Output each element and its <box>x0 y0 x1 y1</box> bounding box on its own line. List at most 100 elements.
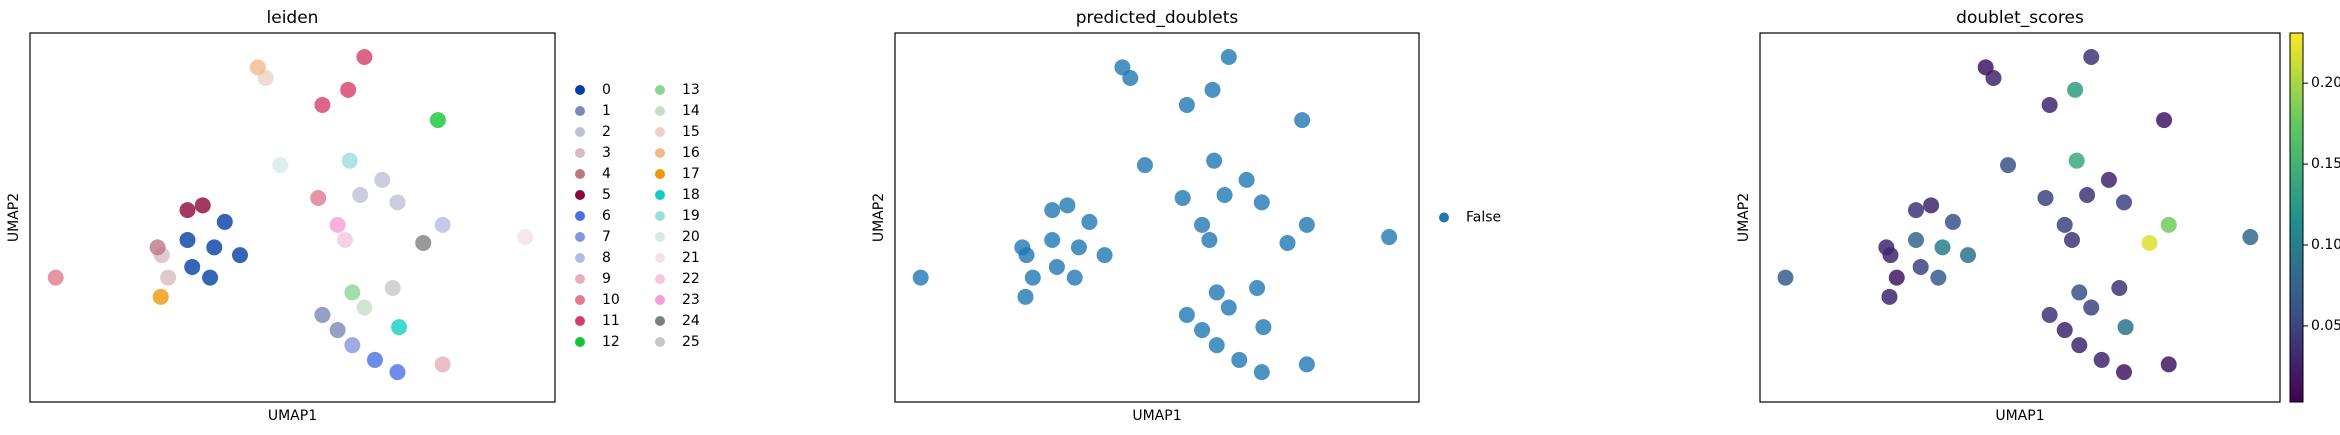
legend-label: 18 <box>682 187 700 203</box>
point <box>1294 112 1311 129</box>
point <box>47 269 64 286</box>
point <box>1298 356 1315 373</box>
colorbar-tick-label: 0.20 <box>2311 75 2340 91</box>
point <box>272 157 289 174</box>
colorbar <box>2289 32 2304 403</box>
point <box>249 59 266 76</box>
point <box>1881 288 1898 305</box>
point <box>337 232 353 249</box>
point <box>374 171 391 188</box>
axes-frame <box>29 32 556 403</box>
point <box>1048 258 1065 275</box>
point <box>1096 247 1113 264</box>
legend-label: 17 <box>682 166 700 182</box>
point <box>340 81 357 98</box>
legend-label: 13 <box>682 82 700 98</box>
point <box>2160 216 2177 233</box>
point <box>1178 306 1195 323</box>
point <box>2071 284 2088 301</box>
legend-marker <box>575 169 585 179</box>
legend-marker <box>655 232 665 242</box>
point <box>310 189 327 206</box>
legend-marker <box>575 274 585 284</box>
point <box>344 337 361 354</box>
point <box>314 306 331 323</box>
point <box>341 152 358 169</box>
point <box>356 48 373 65</box>
point <box>1136 157 1153 174</box>
point <box>2056 322 2073 339</box>
point <box>1206 152 1223 169</box>
point <box>1174 189 1191 206</box>
colorbar-tick-label: 0.15 <box>2311 156 2340 172</box>
point <box>391 319 408 336</box>
axes-frame <box>894 32 1420 403</box>
point <box>1208 284 1225 301</box>
legend-label: False <box>1466 210 1501 226</box>
point <box>366 351 383 368</box>
legend-label: 7 <box>602 229 611 245</box>
legend-label: 2 <box>602 124 611 140</box>
legend-label: 25 <box>682 334 700 350</box>
legend-marker <box>655 190 665 200</box>
legend-label: 16 <box>682 145 700 161</box>
panel-title: predicted_doublets <box>1076 8 1239 28</box>
legend-marker <box>655 295 665 305</box>
legend-marker <box>655 337 665 347</box>
point <box>1908 202 1924 219</box>
point <box>329 216 346 233</box>
point <box>329 322 346 339</box>
legend-marker <box>655 85 665 95</box>
point <box>1059 197 1076 214</box>
legend-label: 3 <box>602 145 611 161</box>
legend-label: 20 <box>682 229 700 245</box>
point <box>184 258 201 275</box>
point <box>1220 48 1237 65</box>
legend-label: 23 <box>682 292 700 308</box>
legend-marker <box>655 148 665 158</box>
legend-label: 8 <box>602 250 611 266</box>
y-axis-label: UMAP2 <box>1736 193 1752 242</box>
point <box>1024 269 1041 286</box>
points <box>912 48 1398 381</box>
point <box>2056 216 2073 233</box>
point <box>179 202 196 219</box>
point <box>1381 229 1398 246</box>
point <box>2041 96 2058 113</box>
point <box>2116 364 2132 381</box>
legend-marker <box>655 274 665 284</box>
legend-marker <box>575 295 585 305</box>
point <box>344 284 361 301</box>
point <box>1081 213 1098 230</box>
x-axis-label: UMAP1 <box>1132 408 1181 424</box>
point <box>356 299 373 316</box>
point <box>1298 216 1315 233</box>
point <box>384 279 401 296</box>
point <box>202 269 219 286</box>
legend-label: 19 <box>682 208 700 224</box>
legend-marker <box>575 232 585 242</box>
point <box>2100 171 2117 188</box>
point <box>232 247 248 264</box>
y-axis-label: UMAP2 <box>871 193 887 242</box>
x-axis-label: UMAP1 <box>268 408 317 424</box>
point <box>429 112 446 129</box>
point <box>434 356 451 373</box>
point <box>1960 247 1976 264</box>
legend-label: 11 <box>602 313 620 329</box>
legend-label: 22 <box>682 271 700 287</box>
point <box>1178 96 1195 113</box>
point <box>2083 299 2100 316</box>
point <box>2037 189 2054 206</box>
y-axis-label: UMAP2 <box>6 193 22 242</box>
point <box>1208 337 1225 354</box>
legend-marker <box>575 190 585 200</box>
legend-marker <box>655 211 665 221</box>
point <box>1908 232 1924 249</box>
point <box>1923 197 1940 214</box>
legend-marker <box>575 85 585 95</box>
point <box>160 269 177 286</box>
point <box>1194 216 1211 233</box>
axes-frame <box>1759 32 2281 403</box>
